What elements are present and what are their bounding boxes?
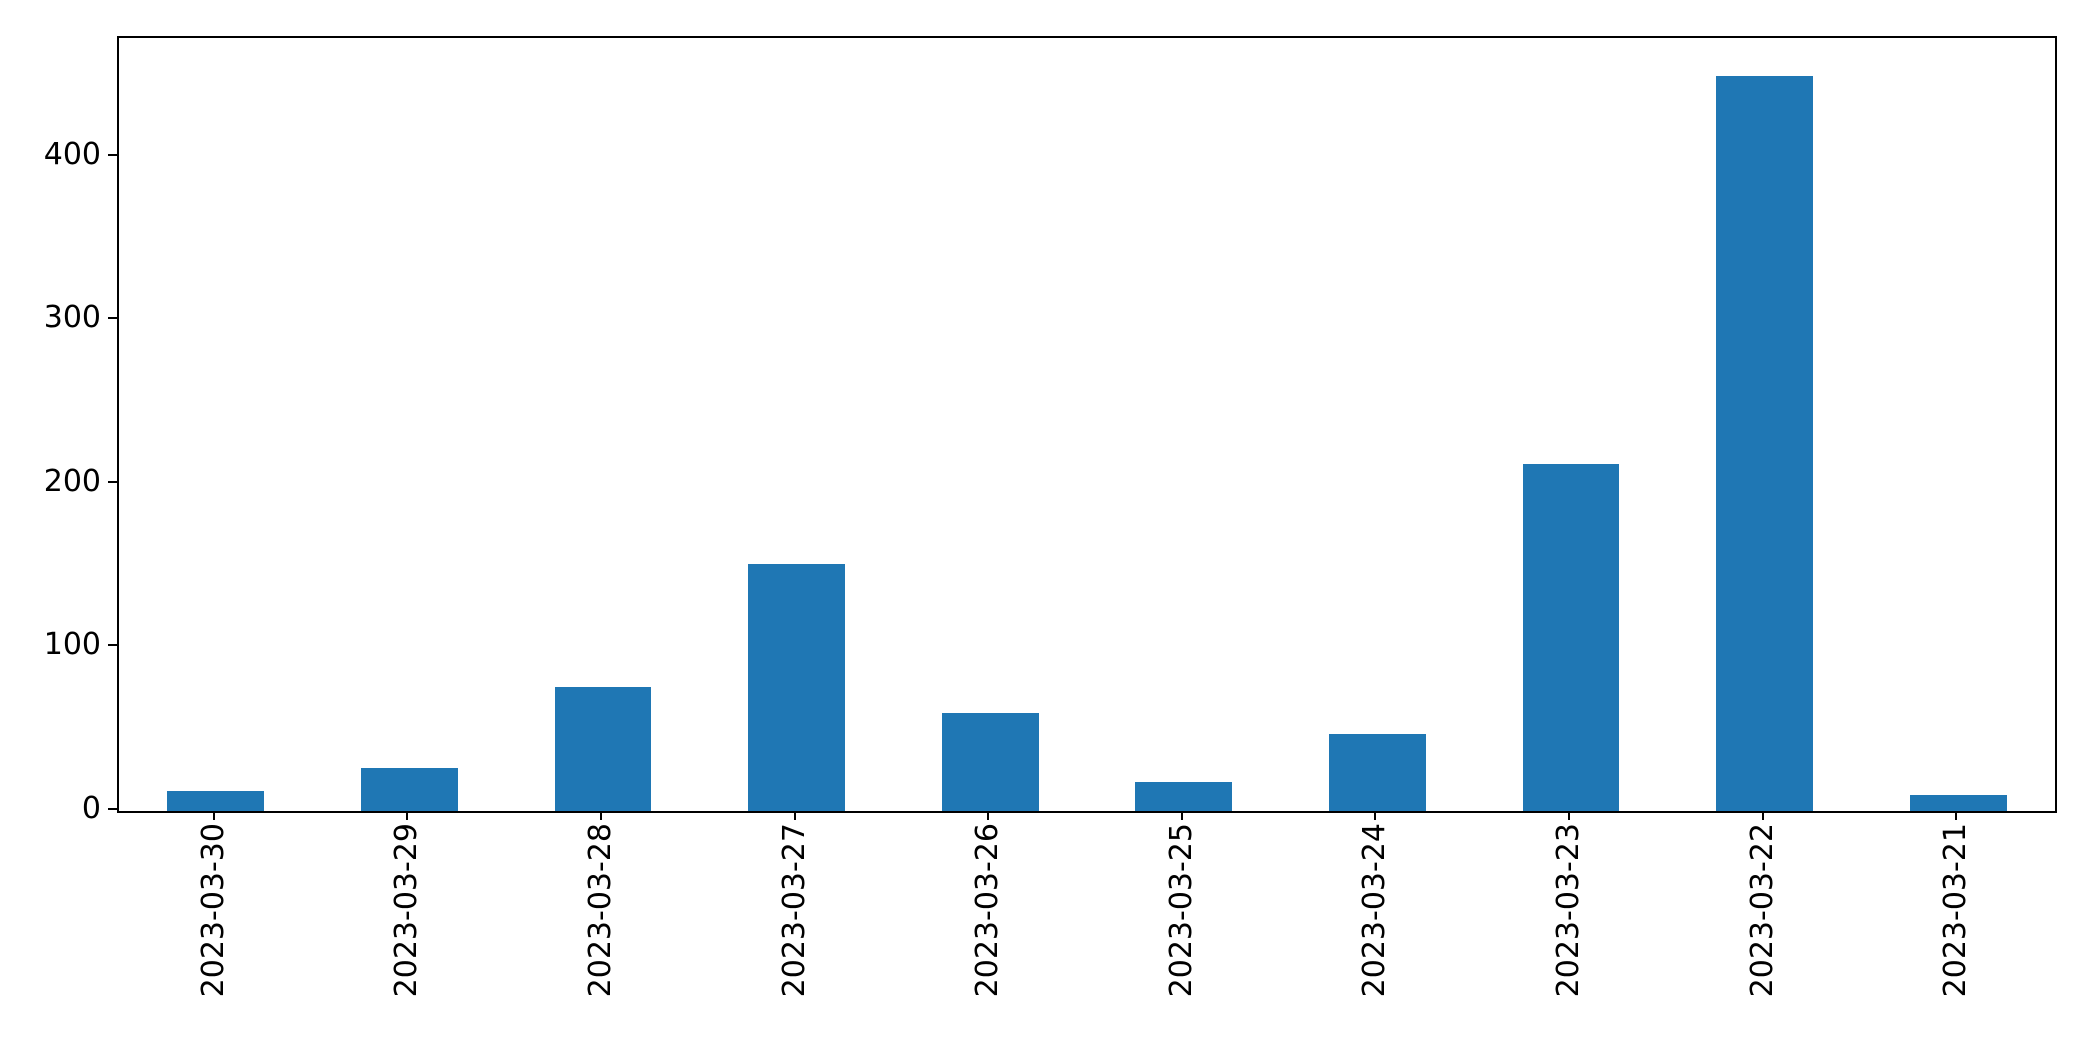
y-axis-tick-label: 300 — [43, 300, 101, 336]
x-axis-tick-mark — [1761, 811, 1764, 820]
bar — [1909, 794, 2007, 811]
y-axis-tick-mark — [108, 153, 117, 156]
x-axis-tick-mark — [212, 811, 215, 820]
bar — [1135, 781, 1233, 811]
bar — [941, 712, 1039, 811]
x-axis-tick-mark — [1568, 811, 1570, 820]
bar — [554, 686, 652, 811]
bar — [1522, 464, 1620, 811]
x-axis-tick-mark — [406, 811, 409, 820]
x-axis-tick-mark — [1374, 811, 1377, 820]
x-axis-tick-label: 2023-03-24 — [1357, 823, 1393, 998]
x-axis-tick-mark — [793, 811, 796, 820]
x-axis-tick-label: 2023-03-27 — [776, 823, 812, 998]
x-axis-tick-label: 2023-03-23 — [1551, 823, 1586, 998]
x-axis-tick-label: 2023-03-30 — [195, 823, 231, 998]
plot-area — [117, 36, 2057, 813]
bar — [1716, 76, 1813, 811]
bar — [1329, 734, 1426, 811]
y-axis-tick-mark — [108, 317, 117, 320]
x-axis-tick-mark — [1955, 811, 1958, 820]
y-axis-tick-mark — [108, 644, 117, 647]
x-axis-tick-label: 2023-03-29 — [389, 823, 425, 998]
y-axis-tick-mark — [108, 808, 117, 810]
y-axis-tick-label: 400 — [43, 136, 101, 172]
bar — [361, 768, 458, 811]
x-axis-tick-label: 2023-03-21 — [1938, 823, 1974, 998]
x-axis-tick-mark — [1180, 811, 1183, 820]
x-axis-tick-label: 2023-03-26 — [970, 823, 1006, 998]
y-axis-tick-mark — [108, 480, 117, 483]
x-axis-tick-label: 2023-03-22 — [1744, 823, 1780, 998]
y-axis-tick-label: 200 — [43, 463, 101, 499]
y-axis-tick-label: 0 — [81, 791, 101, 826]
x-axis-tick-mark — [600, 811, 602, 820]
y-axis-tick-label: 100 — [43, 627, 101, 663]
x-axis-tick-mark — [987, 811, 990, 820]
x-axis-tick-label: 2023-03-25 — [1163, 823, 1199, 998]
bar — [748, 563, 845, 811]
bar — [167, 791, 265, 811]
x-axis-tick-label: 2023-03-28 — [583, 823, 618, 998]
